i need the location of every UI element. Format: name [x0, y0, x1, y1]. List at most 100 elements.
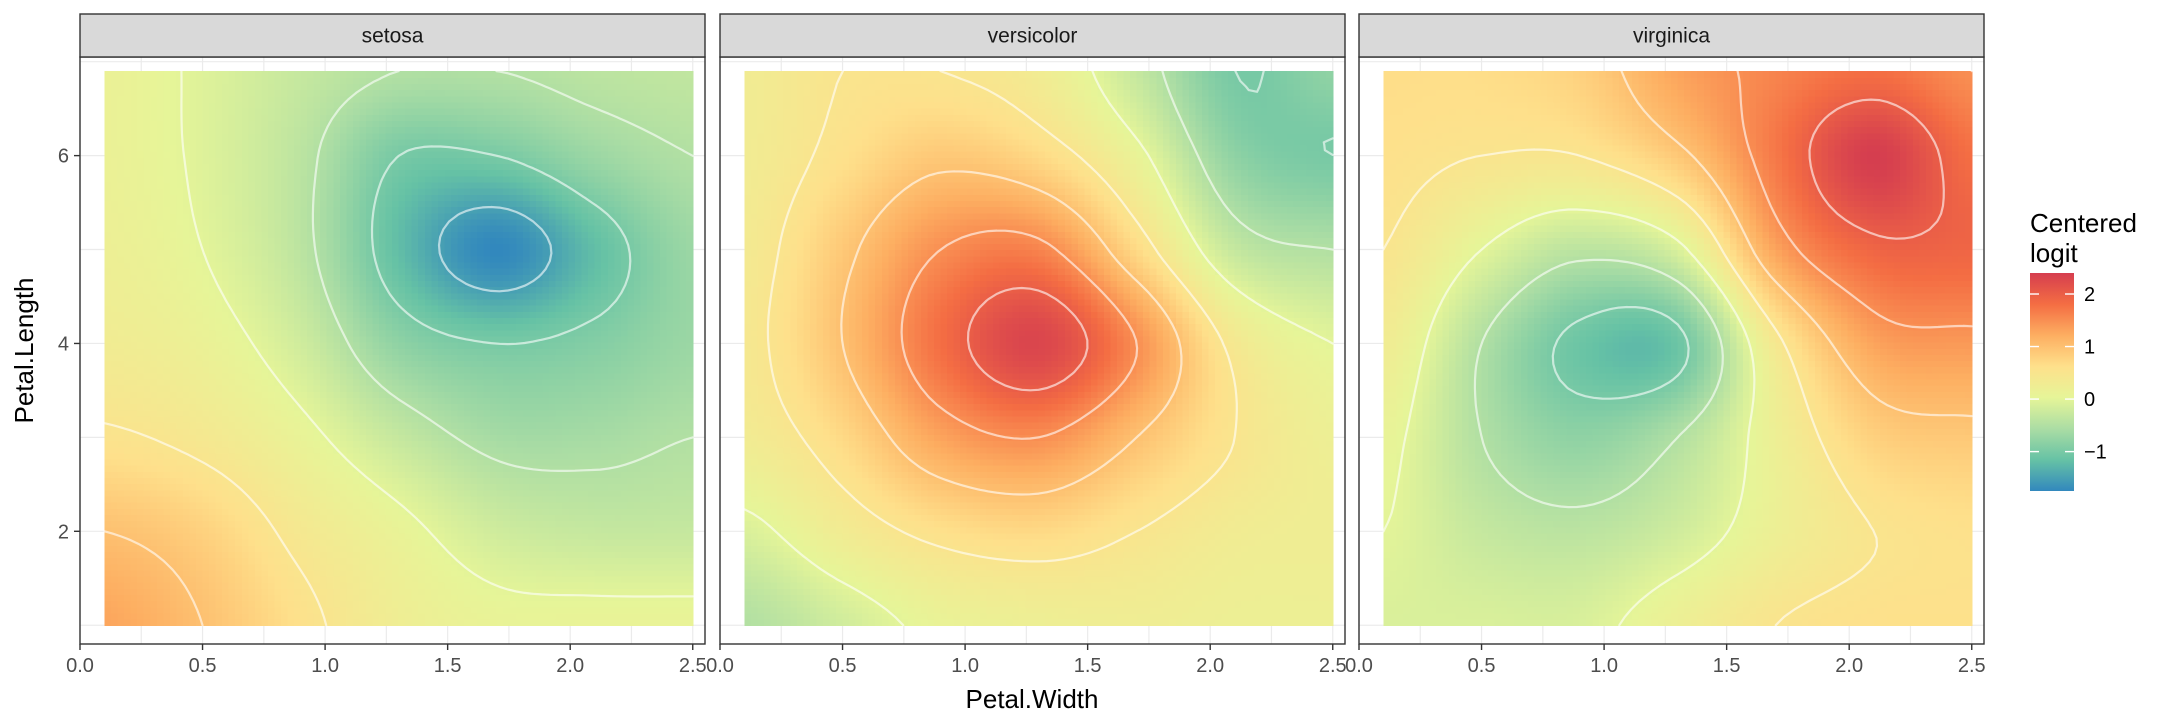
heatmap-cell	[463, 520, 472, 528]
heatmap-cell	[516, 385, 524, 392]
heatmap-cell	[411, 422, 419, 429]
heatmap-cell	[287, 403, 295, 411]
heatmap-cell	[215, 520, 223, 528]
heatmap-cell	[607, 329, 615, 337]
heatmap-cell	[660, 335, 668, 343]
heatmap-cell	[267, 342, 276, 349]
heatmap-cell	[280, 323, 289, 331]
heatmap-cell	[646, 495, 655, 503]
heatmap-cell	[267, 298, 276, 306]
heatmap-cell	[379, 563, 387, 571]
heatmap-cell	[117, 458, 125, 466]
heatmap-cell	[182, 428, 191, 435]
heatmap-cell	[182, 305, 191, 312]
heatmap-cell	[287, 434, 295, 442]
heatmap-cell	[679, 409, 687, 417]
heatmap-cell	[267, 582, 276, 589]
heatmap-cell	[156, 323, 164, 331]
heatmap-cell	[562, 514, 570, 522]
heatmap-cell	[222, 600, 230, 608]
heatmap-cell	[352, 588, 361, 596]
heatmap-cell	[261, 366, 269, 374]
heatmap-cell	[196, 292, 204, 300]
heatmap-cell	[320, 422, 328, 429]
heatmap-cell	[385, 311, 393, 318]
heatmap-cell	[352, 452, 361, 460]
heatmap-cell	[483, 403, 491, 411]
heatmap-cell	[660, 323, 668, 331]
heatmap-cell	[588, 366, 596, 374]
heatmap-cell	[222, 409, 230, 417]
heatmap-cell	[189, 292, 197, 300]
heatmap-cell	[365, 452, 374, 460]
heatmap-cell	[686, 458, 694, 466]
heatmap-cell	[405, 594, 413, 602]
heatmap-cell	[215, 298, 223, 306]
heatmap-cell	[542, 545, 550, 552]
heatmap-cell	[679, 366, 687, 374]
heatmap-cell	[673, 348, 681, 355]
heatmap-cell	[535, 342, 544, 349]
heatmap-cell	[607, 286, 615, 294]
heatmap-cell	[182, 612, 191, 620]
heatmap-cell	[215, 446, 223, 454]
heatmap-cell	[516, 372, 524, 380]
heatmap-cell	[267, 465, 276, 472]
heatmap-cell	[385, 305, 393, 312]
heatmap-cell	[503, 440, 511, 448]
heatmap-cell	[215, 588, 223, 596]
heatmap-cell	[562, 575, 570, 583]
heatmap-cell	[228, 440, 236, 448]
heatmap-cell	[333, 458, 341, 466]
heatmap-cell	[594, 342, 602, 349]
heatmap-cell	[359, 532, 367, 540]
heatmap-cell	[196, 409, 204, 417]
heatmap-cell	[627, 514, 635, 522]
heatmap-cell	[313, 428, 321, 435]
heatmap-cell	[300, 520, 308, 528]
heatmap-cell	[111, 606, 119, 614]
heatmap-cell	[431, 446, 439, 454]
heatmap-cell	[333, 391, 341, 399]
heatmap-cell	[660, 471, 668, 479]
heatmap-cell	[137, 532, 145, 540]
heatmap-cell	[163, 422, 171, 429]
heatmap-cell	[254, 360, 262, 368]
heatmap-cell	[169, 366, 178, 374]
heatmap-cell	[418, 348, 426, 355]
heatmap-cell	[398, 286, 406, 294]
heatmap-cell	[280, 563, 289, 571]
heatmap-cell	[352, 557, 361, 565]
heatmap-cell	[444, 446, 452, 454]
heatmap-cell	[405, 606, 413, 614]
heatmap-cell	[548, 378, 557, 386]
heatmap-cell	[300, 366, 308, 374]
heatmap-cell	[130, 526, 138, 534]
heatmap-cell	[385, 526, 393, 534]
heatmap-cell	[620, 409, 628, 417]
heatmap-cell	[359, 588, 367, 596]
heatmap-cell	[104, 594, 112, 602]
heatmap-cell	[431, 465, 439, 472]
heatmap-cell	[307, 557, 315, 565]
heatmap-cell	[424, 563, 432, 571]
heatmap-cell	[372, 292, 380, 300]
heatmap-cell	[411, 311, 419, 318]
heatmap-cell	[535, 606, 544, 614]
heatmap-cell	[307, 403, 315, 411]
heatmap-cell	[176, 360, 184, 368]
heatmap-cell	[496, 323, 504, 331]
heatmap-cell	[575, 619, 583, 626]
heatmap-cell	[130, 280, 138, 288]
heatmap-cell	[333, 329, 341, 337]
heatmap-cell	[228, 600, 236, 608]
heatmap-cell	[379, 323, 387, 331]
heatmap-cell	[209, 520, 217, 528]
heatmap-cell	[450, 606, 459, 614]
heatmap-cell	[313, 403, 321, 411]
heatmap-cell	[196, 594, 204, 602]
heatmap-cell	[686, 600, 694, 608]
heatmap-cell	[627, 409, 635, 417]
heatmap-cell	[575, 354, 583, 362]
heatmap-cell	[189, 409, 197, 417]
